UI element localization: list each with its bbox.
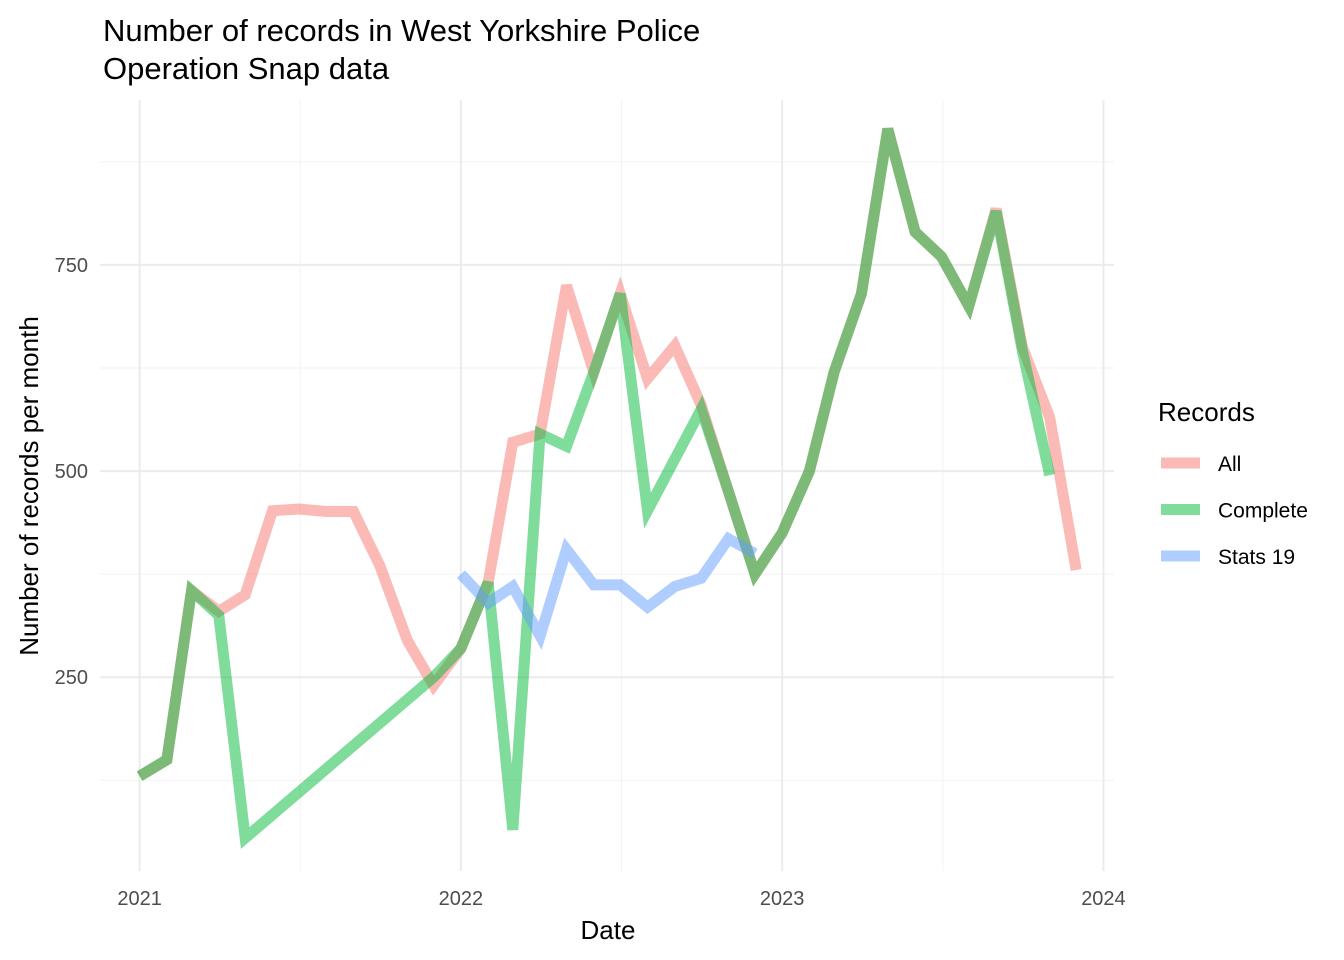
legend-label-all: All: [1218, 453, 1241, 476]
series-lines: [136, 127, 1082, 849]
x-tick-label: 2024: [1081, 888, 1126, 910]
legend-label-stats-19: Stats 19: [1218, 546, 1295, 569]
chart-title: Number of records in West Yorkshire Poli…: [103, 13, 700, 86]
legend-title: Records: [1158, 397, 1255, 427]
series-line-complete: [136, 127, 1056, 849]
chart-title-line-1: Number of records in West Yorkshire Poli…: [103, 13, 700, 48]
y-tick-label: 500: [55, 461, 88, 483]
x-axis-title: Date: [581, 915, 636, 945]
legend-label-complete: Complete: [1218, 500, 1308, 523]
x-tick-label: 2023: [760, 888, 805, 910]
series-line-all: [136, 127, 1082, 781]
series-line-stats-19: [456, 531, 758, 651]
x-tick-label: 2022: [439, 888, 484, 910]
axis-ticks: 250 500 750 2021 2022 2023 2024: [55, 255, 1126, 910]
grid: [100, 100, 1114, 871]
y-tick-label: 750: [55, 255, 88, 277]
x-tick-label: 2021: [117, 888, 162, 910]
legend: Records All Complete Stats 19: [1158, 397, 1308, 569]
chart-title-line-2: Operation Snap data: [103, 51, 390, 86]
y-tick-label: 250: [55, 667, 88, 689]
y-axis-title: Number of records per month: [14, 316, 44, 656]
